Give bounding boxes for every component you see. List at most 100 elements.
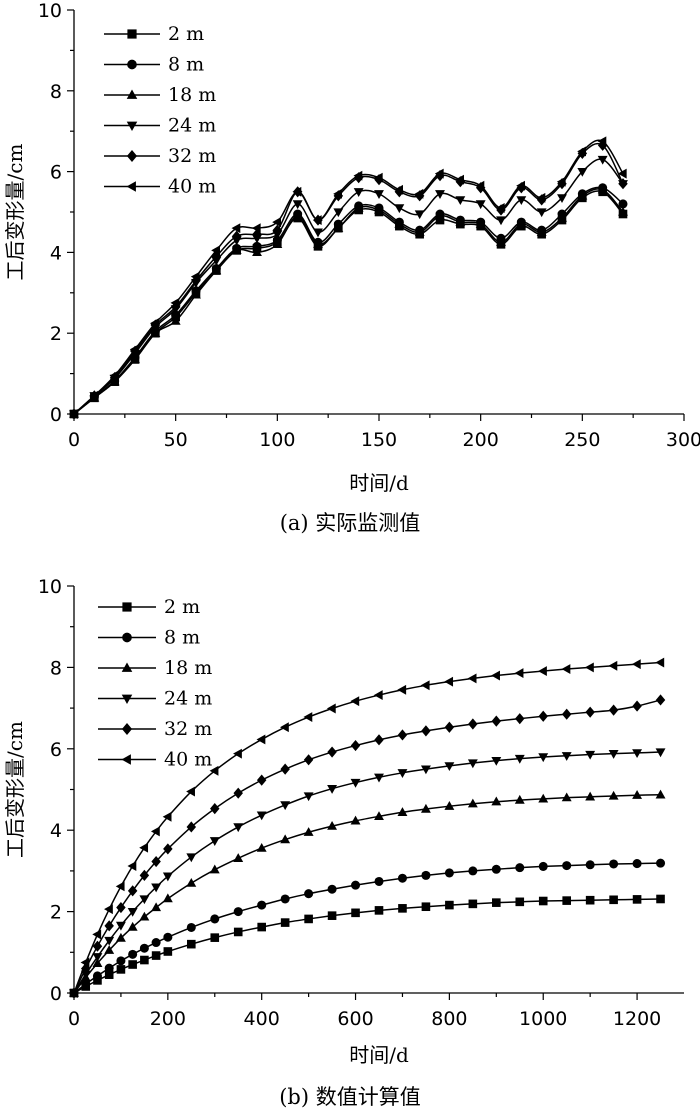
data-point [104,920,114,932]
data-point [373,172,383,183]
data-point [536,192,546,203]
data-point [394,218,405,228]
data-point [414,227,425,236]
data-point [104,970,114,979]
data-point [394,184,403,195]
data-point [515,713,525,725]
data-point [420,765,431,775]
legend-marker [126,121,138,132]
data-point [109,370,119,381]
data-point [561,752,572,761]
data-point [597,136,607,147]
legend: 2 m 8 m 18 m 24 m 32 m 40 m [104,23,216,198]
y-tick-label: 0 [50,983,62,1005]
data-point [231,223,241,234]
series-line [73,186,624,415]
y-tick-label: 8 [50,657,62,679]
data-point [609,859,619,869]
data-point [116,901,126,914]
data-point [139,895,150,905]
data-point [414,210,425,220]
y-tick-label: 4 [50,242,62,264]
data-point [272,239,283,248]
series-8m [69,858,666,998]
data-point [496,216,506,226]
data-point [536,227,547,236]
data-point [256,734,266,745]
data-point [655,789,666,799]
data-point [608,704,619,716]
data-point [89,390,98,401]
legend-marker [121,723,133,735]
data-point [353,170,363,181]
data-point [475,200,486,210]
data-point [515,897,525,907]
data-point [313,239,323,248]
data-point [327,820,338,830]
data-point [577,190,588,200]
data-point [280,894,290,904]
data-point [163,932,173,942]
data-point [350,696,360,707]
data-point [655,694,666,706]
data-point [468,718,478,730]
data-point [280,763,290,775]
chart-caption: (b) 数值计算值 [279,1085,421,1109]
data-point [252,241,262,251]
data-point [350,778,361,788]
data-point [618,199,628,209]
data-point [632,749,643,759]
data-point [186,922,196,932]
x-tick-label: 300 [666,429,700,451]
data-point [292,210,303,220]
data-point [139,911,150,921]
data-point [303,827,314,836]
data-point [631,659,641,670]
y-tick-label: 2 [50,323,62,345]
data-point [92,929,102,940]
data-point [333,188,342,199]
legend-label: 2 m [168,23,204,45]
series-line [73,188,624,415]
data-point [292,186,302,197]
data-point [435,190,445,199]
data-point [536,208,547,218]
data-point [556,176,566,187]
data-point [233,927,243,937]
data-point [577,167,588,177]
data-point [585,750,596,760]
data-point [516,196,527,206]
series-line [73,661,661,994]
data-point [514,754,525,764]
series-24m [69,748,666,999]
data-point [170,297,180,308]
x-tick-label: 250 [564,429,600,451]
y-tick-label: 4 [50,820,62,842]
data-point [351,880,361,890]
data-point [491,715,502,727]
data-point [312,215,322,226]
data-point [475,218,486,228]
data-point [561,664,571,674]
data-point [92,958,103,967]
data-point [467,798,478,808]
data-point [163,947,173,956]
data-point [233,787,243,799]
data-point [585,706,595,718]
data-point [127,885,138,897]
data-point [231,245,242,255]
data-point [104,945,115,954]
data-point [455,216,466,226]
data-point [272,217,281,228]
data-point [151,902,162,912]
series-32m [69,694,666,999]
data-point [209,765,219,776]
data-point [538,753,549,763]
data-point [303,792,314,802]
series-line [73,898,661,994]
x-tick-label: 1200 [613,1008,661,1030]
data-point [104,936,115,946]
data-point [445,900,454,910]
data-point [618,178,628,190]
y-axis-title: 工后变形量/cm [3,721,27,858]
